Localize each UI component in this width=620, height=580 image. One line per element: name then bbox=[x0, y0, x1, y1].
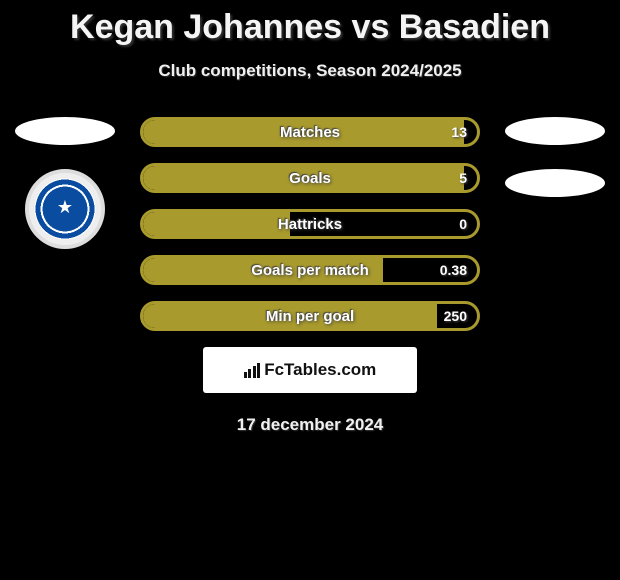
avatar-placeholder-icon bbox=[505, 169, 605, 197]
stat-value: 5 bbox=[459, 170, 467, 186]
stat-label: Min per goal bbox=[266, 308, 354, 325]
stat-bar: Hattricks 0 bbox=[140, 209, 480, 239]
stat-value: 0 bbox=[459, 216, 467, 232]
right-player-column bbox=[500, 117, 610, 221]
stats-list: Matches 13 Goals 5 Hattricks 0 Goals per… bbox=[140, 117, 480, 435]
attribution-badge[interactable]: FcTables.com bbox=[203, 347, 417, 393]
stat-bar: Min per goal 250 bbox=[140, 301, 480, 331]
stat-value: 13 bbox=[451, 124, 467, 140]
page-title: Kegan Johannes vs Basadien bbox=[0, 0, 620, 47]
stat-bar: Goals per match 0.38 bbox=[140, 255, 480, 285]
stat-label: Goals per match bbox=[251, 262, 369, 279]
comparison-content: ★ Matches 13 Goals 5 Hattricks 0 bbox=[0, 117, 620, 435]
club-badge-icon: ★ bbox=[25, 169, 105, 249]
stat-bar: Goals 5 bbox=[140, 163, 480, 193]
star-icon: ★ bbox=[57, 197, 73, 218]
stat-label: Matches bbox=[280, 124, 340, 141]
stat-value: 250 bbox=[444, 308, 467, 324]
stat-label: Hattricks bbox=[278, 216, 342, 233]
left-player-column: ★ bbox=[10, 117, 120, 249]
attribution-text: FcTables.com bbox=[264, 360, 376, 380]
footer-date: 17 december 2024 bbox=[140, 415, 480, 435]
stat-label: Goals bbox=[289, 170, 331, 187]
stat-bar: Matches 13 bbox=[140, 117, 480, 147]
avatar-placeholder-icon bbox=[15, 117, 115, 145]
stat-value: 0.38 bbox=[440, 262, 467, 278]
bar-chart-icon bbox=[244, 362, 261, 378]
avatar-placeholder-icon bbox=[505, 117, 605, 145]
subtitle: Club competitions, Season 2024/2025 bbox=[0, 61, 620, 81]
